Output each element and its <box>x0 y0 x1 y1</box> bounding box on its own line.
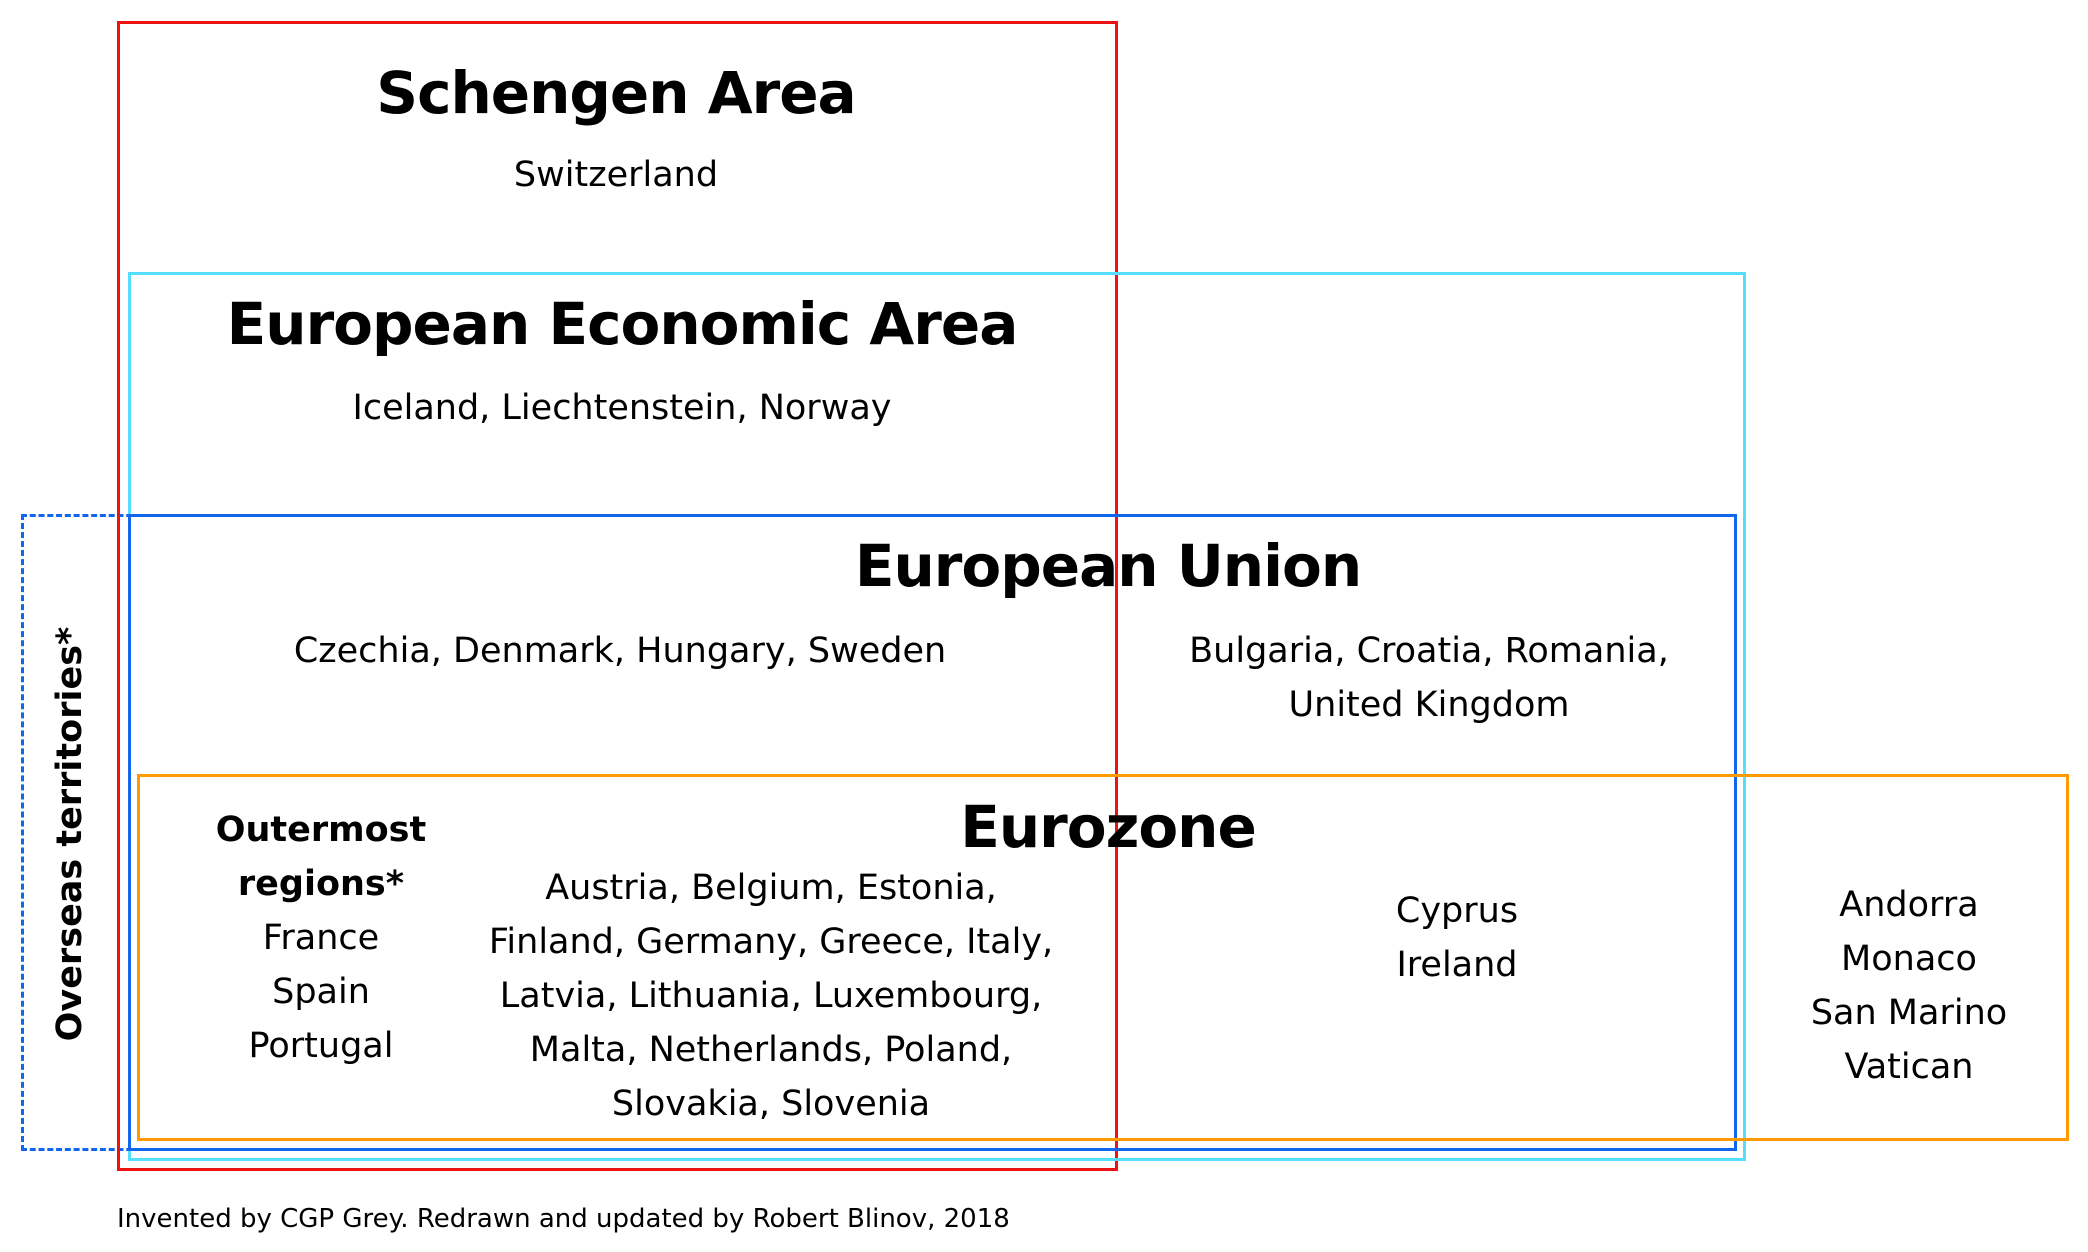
eu-non-schengen-members: Bulgaria, Croatia, Romania, United Kingd… <box>1189 624 1669 732</box>
list-item: Andorra <box>1839 885 1979 925</box>
schengen-members: Switzerland <box>513 155 719 195</box>
overseas-territories-box <box>21 514 141 1151</box>
list-item: Cyprus <box>1395 891 1519 931</box>
credit-footer: Invented by CGP Grey. Redrawn and update… <box>117 1204 1010 1234</box>
eurozone-schengen-members: Austria, Belgium, Estonia, Finland, Germ… <box>489 861 1053 1131</box>
list-item: Slovakia, Slovenia <box>611 1084 931 1124</box>
list-item: Bulgaria, Croatia, Romania, <box>1189 631 1669 671</box>
eu-box <box>128 514 1737 1151</box>
eea-title: European Economic Area <box>226 290 1019 358</box>
list-item: Monaco <box>1841 939 1977 979</box>
eurozone-title: Eurozone <box>960 793 1257 861</box>
list-item: Latvia, Lithuania, Luxembourg, <box>499 976 1043 1016</box>
eu-title: European Union <box>854 532 1362 600</box>
eurozone-box <box>137 774 2069 1141</box>
eu-schengen-members: Czechia, Denmark, Hungary, Sweden <box>293 631 947 671</box>
eurozone-non-eu-members: Andorra Monaco San Marino Vatican <box>1811 878 2007 1094</box>
list-item: United Kingdom <box>1288 685 1570 725</box>
outermost-regions: Outermost regions* France Spain Portugal <box>216 803 426 1073</box>
list-item: France <box>262 918 380 958</box>
outermost-heading: regions* <box>237 864 405 904</box>
list-item: Finland, Germany, Greece, Italy, <box>488 922 1054 962</box>
list-item: Ireland <box>1396 945 1518 985</box>
schengen-title: Schengen Area <box>376 59 856 127</box>
outermost-heading: Outermost <box>215 810 427 850</box>
list-item: Spain <box>272 972 370 1012</box>
list-item: San Marino <box>1810 993 2008 1033</box>
list-item: Malta, Netherlands, Poland, <box>529 1030 1013 1070</box>
eea-members: Iceland, Liechtenstein, Norway <box>352 388 892 428</box>
list-item: Vatican <box>1844 1047 1974 1087</box>
list-item: Austria, Belgium, Estonia, <box>545 868 997 908</box>
eurozone-non-schengen-members: Cyprus Ireland <box>1396 884 1518 992</box>
schengen-area-box <box>117 21 1118 1171</box>
overseas-territories-label: Overseas territories* <box>50 626 90 1042</box>
list-item: Portugal <box>248 1026 394 1066</box>
